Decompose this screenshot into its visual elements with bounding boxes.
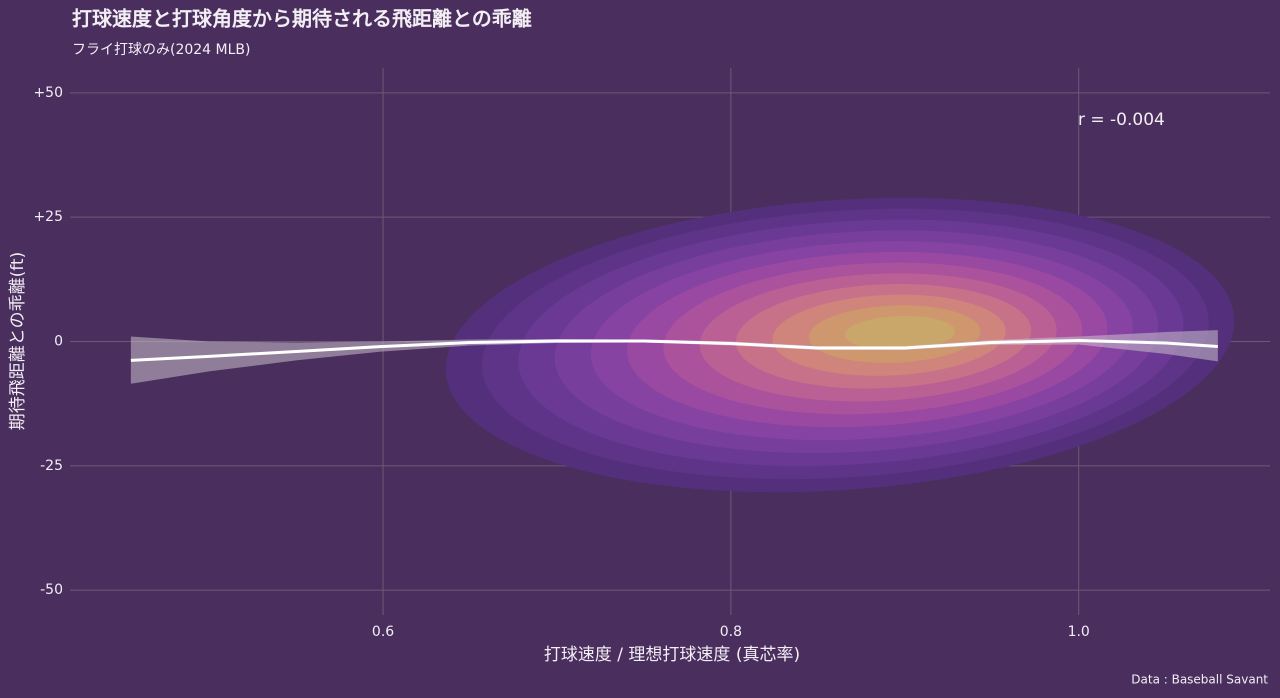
- confidence-band: [130, 330, 1218, 384]
- y-tick-label: +50: [33, 85, 63, 101]
- y-tick-label: 0: [54, 334, 63, 350]
- y-tick-label: -25: [40, 458, 63, 474]
- x-axis-title: 打球速度 / 理想打球速度 (真芯率): [544, 645, 800, 665]
- y-tick-label: -50: [40, 582, 63, 598]
- x-tick-label: 1.0: [1068, 624, 1090, 640]
- y-tick-label: +25: [33, 209, 63, 225]
- density-contour: [845, 315, 955, 351]
- chart-subtitle: フライ打球のみ(2024 MLB): [72, 41, 251, 58]
- y-axis-title: 期待飛距離との乖離(ft): [8, 252, 28, 430]
- density-contours: [445, 197, 1235, 493]
- annotation: r = -0.004: [1078, 110, 1165, 130]
- chart-title: 打球速度と打球角度から期待される飛距離との乖離: [72, 7, 532, 31]
- x-tick-label: 0.8: [720, 624, 742, 640]
- caption: Data : Baseball Savant: [1131, 673, 1268, 687]
- smooth-line: [130, 339, 1218, 362]
- x-tick-label: 0.6: [372, 624, 394, 640]
